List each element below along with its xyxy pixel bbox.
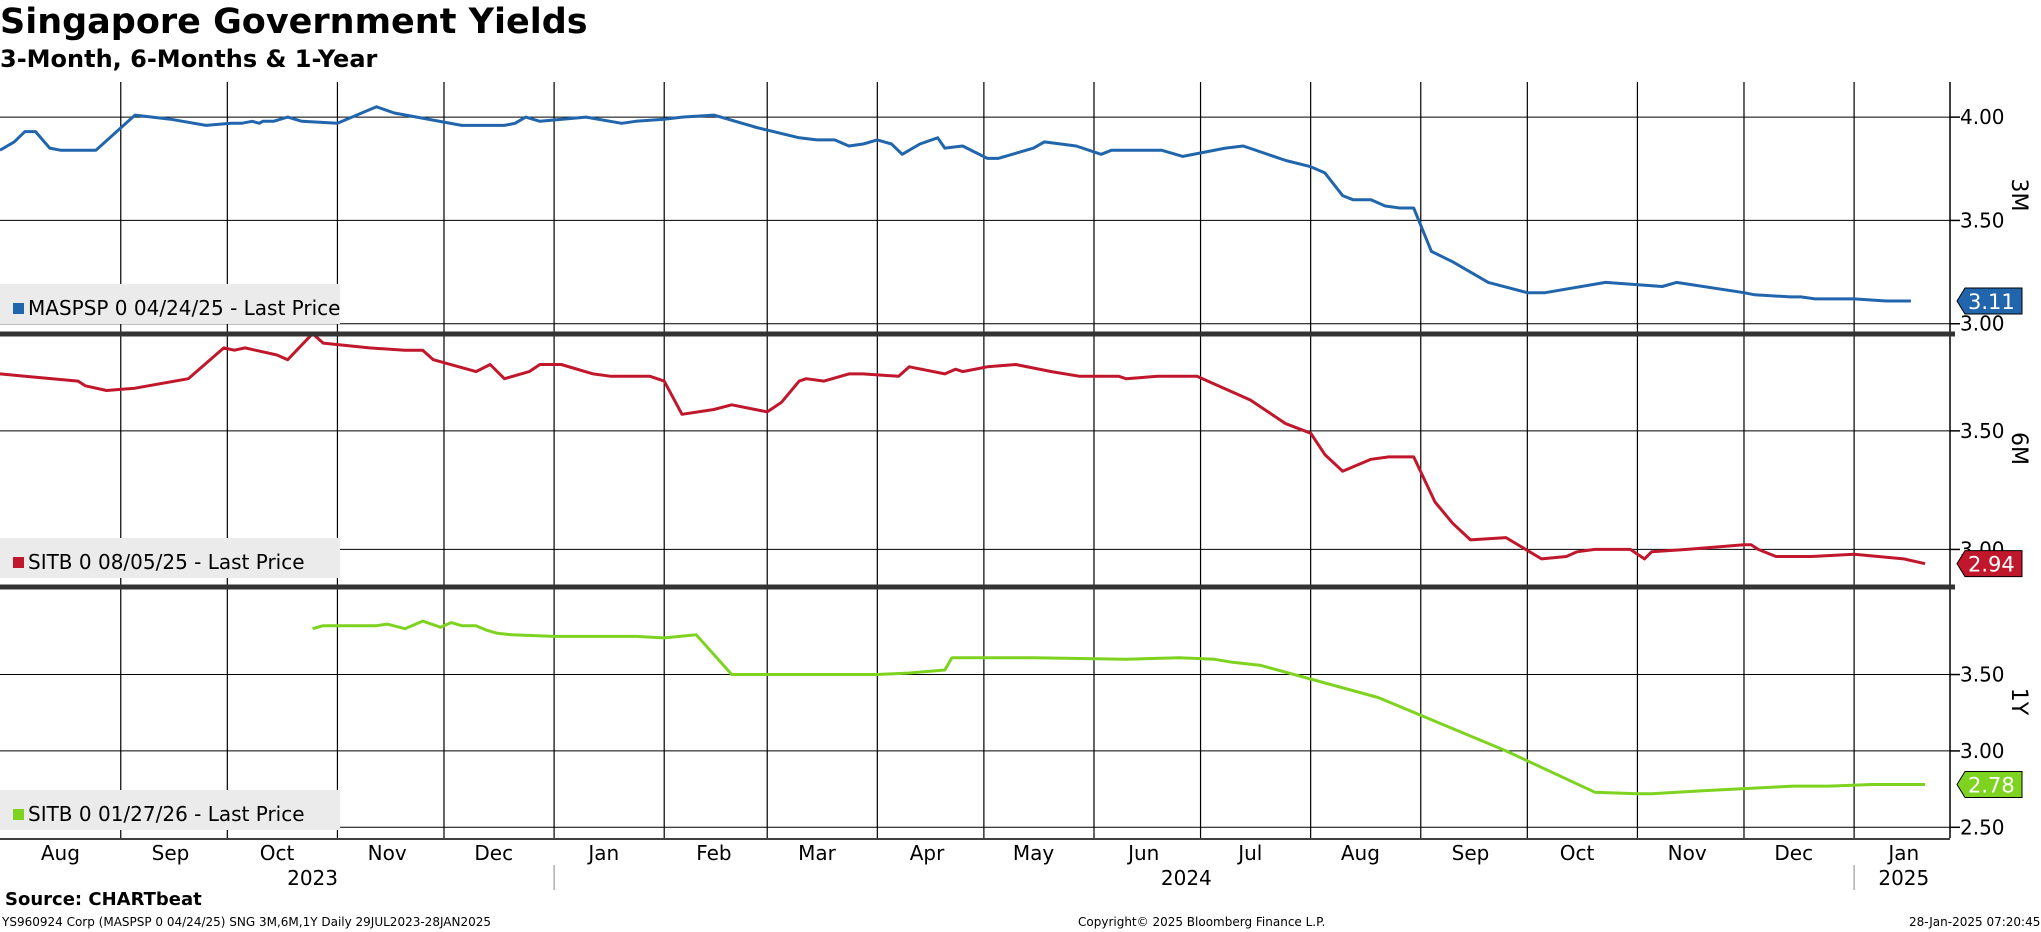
x-tick-label: Aug <box>41 841 80 865</box>
x-tick-label: Jan <box>586 841 619 865</box>
last-value-tag <box>1956 287 2023 315</box>
panel-name: 6M <box>2006 432 2031 465</box>
y-tick-label: 3.00 <box>1960 739 2005 763</box>
x-tick-label: Nov <box>1668 841 1707 865</box>
source-note: Source: CHARTbeat <box>5 889 202 910</box>
legend-swatch <box>13 303 24 314</box>
legend-box <box>0 538 340 578</box>
y-tick-label: 3.50 <box>1960 663 2005 687</box>
legend-label: SITB 0 01/27/26 - Last Price <box>28 802 305 826</box>
x-tick-label: Sep <box>1452 841 1490 865</box>
last-value-tag <box>1956 550 2023 578</box>
x-tick-label: Mar <box>798 841 837 865</box>
last-value-tag <box>1956 771 2023 799</box>
x-tick-label: Jul <box>1236 841 1262 865</box>
x-tick-label: Oct <box>1560 841 1595 865</box>
series-line-1Y <box>312 619 1926 796</box>
y-tick-label: 4.00 <box>1960 105 2005 129</box>
panel-name: 1Y <box>2006 688 2031 716</box>
footer-timestamp: 28-Jan-2025 07:20:45 <box>1909 915 2041 929</box>
legend-box <box>0 790 340 830</box>
series-line-6M <box>0 332 1926 566</box>
y-tick-label: 2.50 <box>1960 815 2005 839</box>
footer-ticker: YS960924 Corp (MASPSP 0 04/24/25) SNG 3M… <box>2 915 491 929</box>
x-tick-label: Apr <box>910 841 945 865</box>
x-tick-label: May <box>1013 841 1055 865</box>
footer-copyright: Copyright© 2025 Bloomberg Finance L.P. <box>1078 915 1326 929</box>
x-tick-label: Aug <box>1341 841 1380 865</box>
legend-swatch <box>13 809 24 820</box>
page-subtitle: 3-Month, 6-Months & 1-Year <box>0 45 378 73</box>
legend-box <box>0 284 340 324</box>
y-tick-label: 3.50 <box>1960 419 2005 443</box>
legend-swatch <box>13 557 24 568</box>
x-year-label: 2023 <box>287 866 338 890</box>
x-tick-label: Dec <box>474 841 513 865</box>
panel-name: 3M <box>2006 179 2031 212</box>
x-tick-label: Jan <box>1886 841 1919 865</box>
y-tick-label: 3.00 <box>1960 312 2005 336</box>
legend-label: SITB 0 08/05/25 - Last Price <box>28 550 305 574</box>
x-tick-label: Sep <box>152 841 190 865</box>
x-tick-label: Dec <box>1774 841 1813 865</box>
last-value-label: 2.78 <box>1968 774 2015 798</box>
x-tick-label: Nov <box>368 841 407 865</box>
x-year-label: 2025 <box>1878 866 1929 890</box>
legend-label: MASPSP 0 04/24/25 - Last Price <box>28 296 340 320</box>
last-value-label: 3.11 <box>1968 290 2015 314</box>
x-tick-label: Oct <box>260 841 295 865</box>
page-title: Singapore Government Yields <box>0 2 588 42</box>
x-tick-label: Jun <box>1126 841 1159 865</box>
last-value-label: 2.94 <box>1968 553 2015 577</box>
series-line-3M <box>0 105 1911 303</box>
x-year-label: 2024 <box>1161 866 1212 890</box>
x-tick-label: Feb <box>696 841 731 865</box>
y-tick-label: 3.50 <box>1960 208 2005 232</box>
